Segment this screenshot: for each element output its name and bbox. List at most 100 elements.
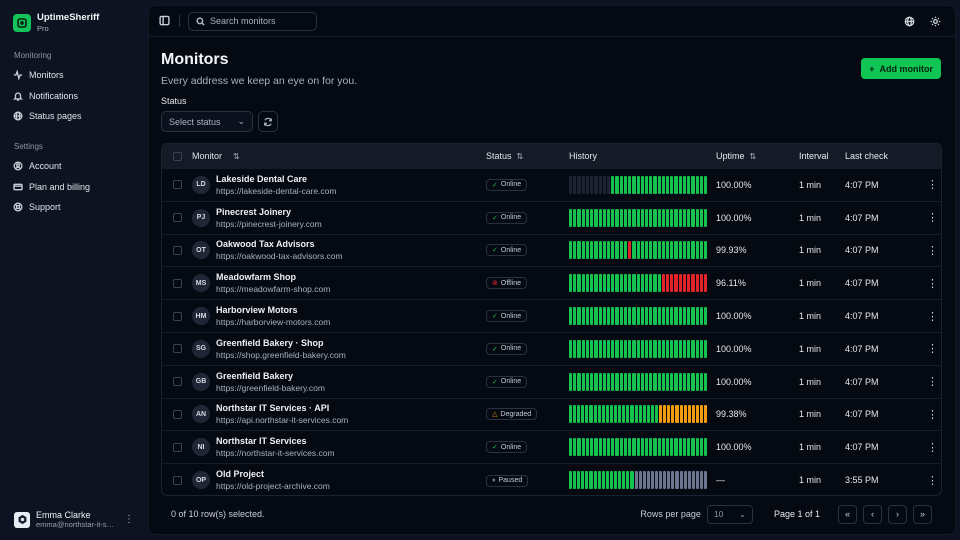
sidebar-item-account[interactable]: Account bbox=[8, 156, 140, 176]
sidebar-item-notifications[interactable]: Notifications bbox=[8, 86, 140, 106]
monitor-name[interactable]: Northstar IT Services · API bbox=[216, 403, 330, 414]
column-header-monitor[interactable]: Monitor ⇅ bbox=[192, 151, 486, 161]
history-bar bbox=[691, 405, 695, 424]
sidebar-toggle-icon[interactable] bbox=[159, 15, 170, 28]
more-vertical-icon[interactable]: ⋮ bbox=[927, 441, 938, 454]
history-bar bbox=[661, 241, 666, 260]
header-label: Status bbox=[486, 151, 512, 161]
interval-value: 1 min bbox=[799, 442, 822, 453]
status-select[interactable]: Select status ⌄ bbox=[161, 111, 253, 132]
more-vertical-icon[interactable]: ⋮ bbox=[927, 310, 938, 323]
monitor-name[interactable]: Old Project bbox=[216, 469, 265, 480]
history-bar bbox=[653, 175, 657, 194]
monitor-name[interactable]: Pinecrest Joinery bbox=[216, 206, 292, 217]
row-checkbox[interactable] bbox=[172, 409, 182, 419]
rows-per-page-select[interactable]: 10 ⌄ bbox=[706, 504, 753, 524]
row-checkbox[interactable] bbox=[172, 278, 182, 288]
sidebar-item-plan-and-billing[interactable]: Plan and billing bbox=[8, 177, 140, 197]
monitor-avatar: OT bbox=[192, 241, 210, 260]
history-bar bbox=[581, 372, 585, 391]
monitor-name[interactable]: Lakeside Dental Care bbox=[216, 173, 308, 184]
column-header-uptime[interactable]: Uptime ⇅ bbox=[716, 151, 799, 161]
add-monitor-button[interactable]: + Add monitor bbox=[861, 58, 941, 79]
history-bar bbox=[657, 175, 661, 194]
history-bar bbox=[683, 471, 687, 490]
table-row[interactable]: PJ Pinecrest Joinery https://pinecrest-joi… bbox=[162, 200, 941, 234]
monitor-name[interactable]: Meadowfarm Shop bbox=[216, 272, 297, 283]
table-row[interactable]: AN Northstar IT Services · API https://api… bbox=[162, 397, 941, 431]
row-checkbox[interactable] bbox=[172, 442, 182, 452]
row-checkbox[interactable] bbox=[172, 245, 182, 255]
row-checkbox[interactable] bbox=[172, 213, 182, 223]
more-vertical-icon[interactable]: ⋮ bbox=[927, 212, 938, 225]
table-row[interactable]: OP Old Project https://old-project-archive… bbox=[162, 463, 941, 495]
table-row[interactable]: NI Northstar IT Services https://northstar… bbox=[162, 430, 941, 463]
history-bar bbox=[699, 438, 703, 457]
monitor-name[interactable]: Northstar IT Services bbox=[216, 436, 307, 447]
header-label: Interval bbox=[799, 151, 829, 161]
history-bar bbox=[636, 307, 640, 326]
history-bar bbox=[653, 307, 657, 326]
row-checkbox[interactable] bbox=[172, 475, 182, 485]
history-bars bbox=[569, 339, 708, 358]
history-bars bbox=[569, 175, 708, 194]
more-vertical-icon[interactable]: ⋮ bbox=[927, 277, 938, 290]
globe-icon[interactable] bbox=[904, 16, 915, 27]
table-row[interactable]: GB Greenfield Bakery https://greenfield-ba… bbox=[162, 364, 941, 398]
row-checkbox[interactable] bbox=[172, 311, 182, 321]
sun-icon[interactable] bbox=[930, 16, 941, 27]
history-bar bbox=[581, 471, 585, 490]
table-row[interactable]: OT Oakwood Tax Advisors https://oakwood-ta… bbox=[162, 233, 941, 267]
history-bar bbox=[598, 175, 602, 194]
history-bar bbox=[663, 471, 667, 490]
uptime-value: 100.00% bbox=[716, 343, 752, 354]
next-page-button[interactable]: › bbox=[888, 504, 907, 524]
more-vertical-icon[interactable]: ⋮ bbox=[124, 514, 134, 525]
table-row[interactable]: MS Meadowfarm Shop https://meadowfarm-shop… bbox=[162, 266, 941, 299]
history-bar bbox=[678, 307, 682, 326]
more-vertical-icon[interactable]: ⋮ bbox=[927, 179, 938, 192]
row-checkbox[interactable] bbox=[172, 180, 182, 190]
row-checkbox[interactable] bbox=[172, 344, 182, 354]
history-bar bbox=[585, 471, 589, 490]
sidebar-item-status-pages[interactable]: Status pages bbox=[8, 106, 140, 126]
history-bar bbox=[569, 405, 573, 424]
more-vertical-icon[interactable]: ⋮ bbox=[927, 244, 938, 257]
more-vertical-icon[interactable]: ⋮ bbox=[927, 474, 938, 487]
first-page-button[interactable]: « bbox=[838, 504, 857, 524]
history-bar bbox=[602, 307, 606, 326]
table-row[interactable]: LD Lakeside Dental Care https://lakeside-d… bbox=[162, 168, 941, 201]
more-vertical-icon[interactable]: ⋮ bbox=[927, 343, 938, 356]
history-bar bbox=[590, 339, 594, 358]
history-bar bbox=[573, 274, 577, 293]
history-bar bbox=[678, 339, 682, 358]
sidebar-item-support[interactable]: Support bbox=[8, 197, 140, 217]
more-vertical-icon[interactable]: ⋮ bbox=[927, 376, 938, 389]
monitor-name[interactable]: Harborview Motors bbox=[216, 305, 298, 316]
last-page-button[interactable]: » bbox=[913, 504, 932, 524]
status-badge: ✓ Online bbox=[486, 441, 528, 454]
monitor-name[interactable]: Greenfield Bakery bbox=[216, 370, 294, 381]
row-checkbox[interactable] bbox=[172, 377, 182, 387]
user-profile[interactable]: Emma Clarke emma@northstar-it-services.c… bbox=[8, 510, 140, 529]
search-input[interactable]: Search monitors bbox=[188, 11, 317, 31]
refresh-icon bbox=[264, 117, 272, 126]
prev-page-button[interactable]: ‹ bbox=[863, 504, 882, 524]
brand[interactable]: UptimeSheriff Pro bbox=[8, 10, 140, 35]
history-bar bbox=[618, 405, 622, 424]
table-row[interactable]: SG Greenfield Bakery · Shop https://shop.g… bbox=[162, 331, 941, 365]
history-bar bbox=[675, 471, 679, 490]
select-all-checkbox[interactable] bbox=[172, 151, 182, 161]
monitor-name[interactable]: Oakwood Tax Advisors bbox=[216, 239, 315, 250]
history-bar bbox=[577, 471, 581, 490]
more-vertical-icon[interactable]: ⋮ bbox=[927, 408, 938, 421]
refresh-button[interactable] bbox=[258, 111, 278, 132]
history-bar bbox=[622, 405, 626, 424]
history-bar bbox=[638, 471, 642, 490]
table-row[interactable]: HM Harborview Motors https://harborview-mo… bbox=[162, 299, 941, 332]
monitor-url: https://api.northstar-it-services.com bbox=[216, 415, 349, 426]
monitor-name[interactable]: Greenfield Bakery · Shop bbox=[216, 337, 324, 348]
history-bar bbox=[601, 471, 605, 490]
column-header-status[interactable]: Status ⇅ bbox=[486, 151, 569, 161]
sidebar-item-monitors[interactable]: Monitors bbox=[8, 65, 140, 85]
